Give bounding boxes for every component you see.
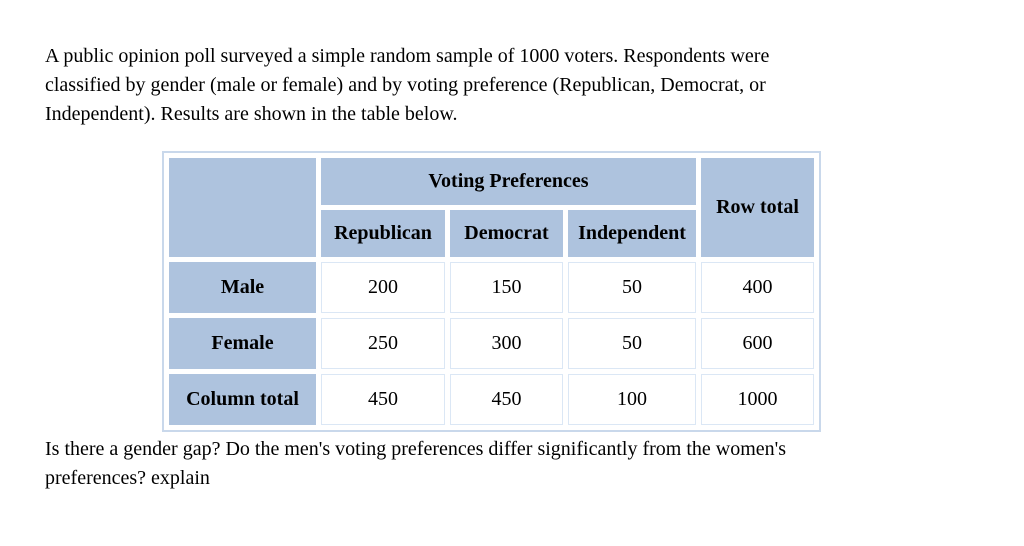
cell-female-democrat: 300 — [450, 318, 563, 369]
table-row-female: Female 250 300 50 600 — [169, 318, 814, 369]
poll-results-table: Voting Preferences Row total Republican … — [164, 153, 819, 430]
cell-total-democrat: 450 — [450, 374, 563, 425]
group-header-voting-preferences: Voting Preferences — [321, 158, 696, 205]
cell-total-grand-total: 1000 — [701, 374, 814, 425]
cell-male-republican: 200 — [321, 262, 445, 313]
header-row-columns: Republican Democrat Independent — [169, 210, 814, 257]
question-line-1: Is there a gender gap? Do the men's voti… — [45, 438, 787, 460]
header-row-group: Voting Preferences Row total — [169, 158, 814, 257]
cell-male-democrat: 150 — [450, 262, 563, 313]
header-independent: Independent — [568, 210, 696, 257]
row-label-female: Female — [169, 318, 316, 369]
cell-total-independent: 100 — [568, 374, 696, 425]
cell-female-row-total: 600 — [701, 318, 814, 369]
table-row-column-total: Column total 450 450 100 1000 — [169, 374, 814, 425]
header-row-total: Row total — [701, 158, 814, 257]
table-row-male: Male 200 150 50 400 — [169, 262, 814, 313]
voting-preferences-table: Voting Preferences Row total Republican … — [162, 151, 821, 432]
row-label-male: Male — [169, 262, 316, 313]
question-paragraph: Is there a gender gap? Do the men's voti… — [45, 435, 786, 493]
header-republican: Republican — [321, 210, 445, 257]
question-line-2: preferences? explain — [45, 467, 210, 489]
intro-line-1: A public opinion poll surveyed a simple … — [45, 45, 770, 67]
corner-empty-cell — [169, 158, 316, 257]
cell-male-independent: 50 — [568, 262, 696, 313]
intro-paragraph: A public opinion poll surveyed a simple … — [45, 42, 769, 129]
row-label-column-total: Column total — [169, 374, 316, 425]
cell-male-row-total: 400 — [701, 262, 814, 313]
cell-female-republican: 250 — [321, 318, 445, 369]
header-democrat: Democrat — [450, 210, 563, 257]
intro-line-2: classified by gender (male or female) an… — [45, 74, 766, 96]
intro-line-3: Independent). Results are shown in the t… — [45, 103, 458, 125]
cell-total-republican: 450 — [321, 374, 445, 425]
cell-female-independent: 50 — [568, 318, 696, 369]
